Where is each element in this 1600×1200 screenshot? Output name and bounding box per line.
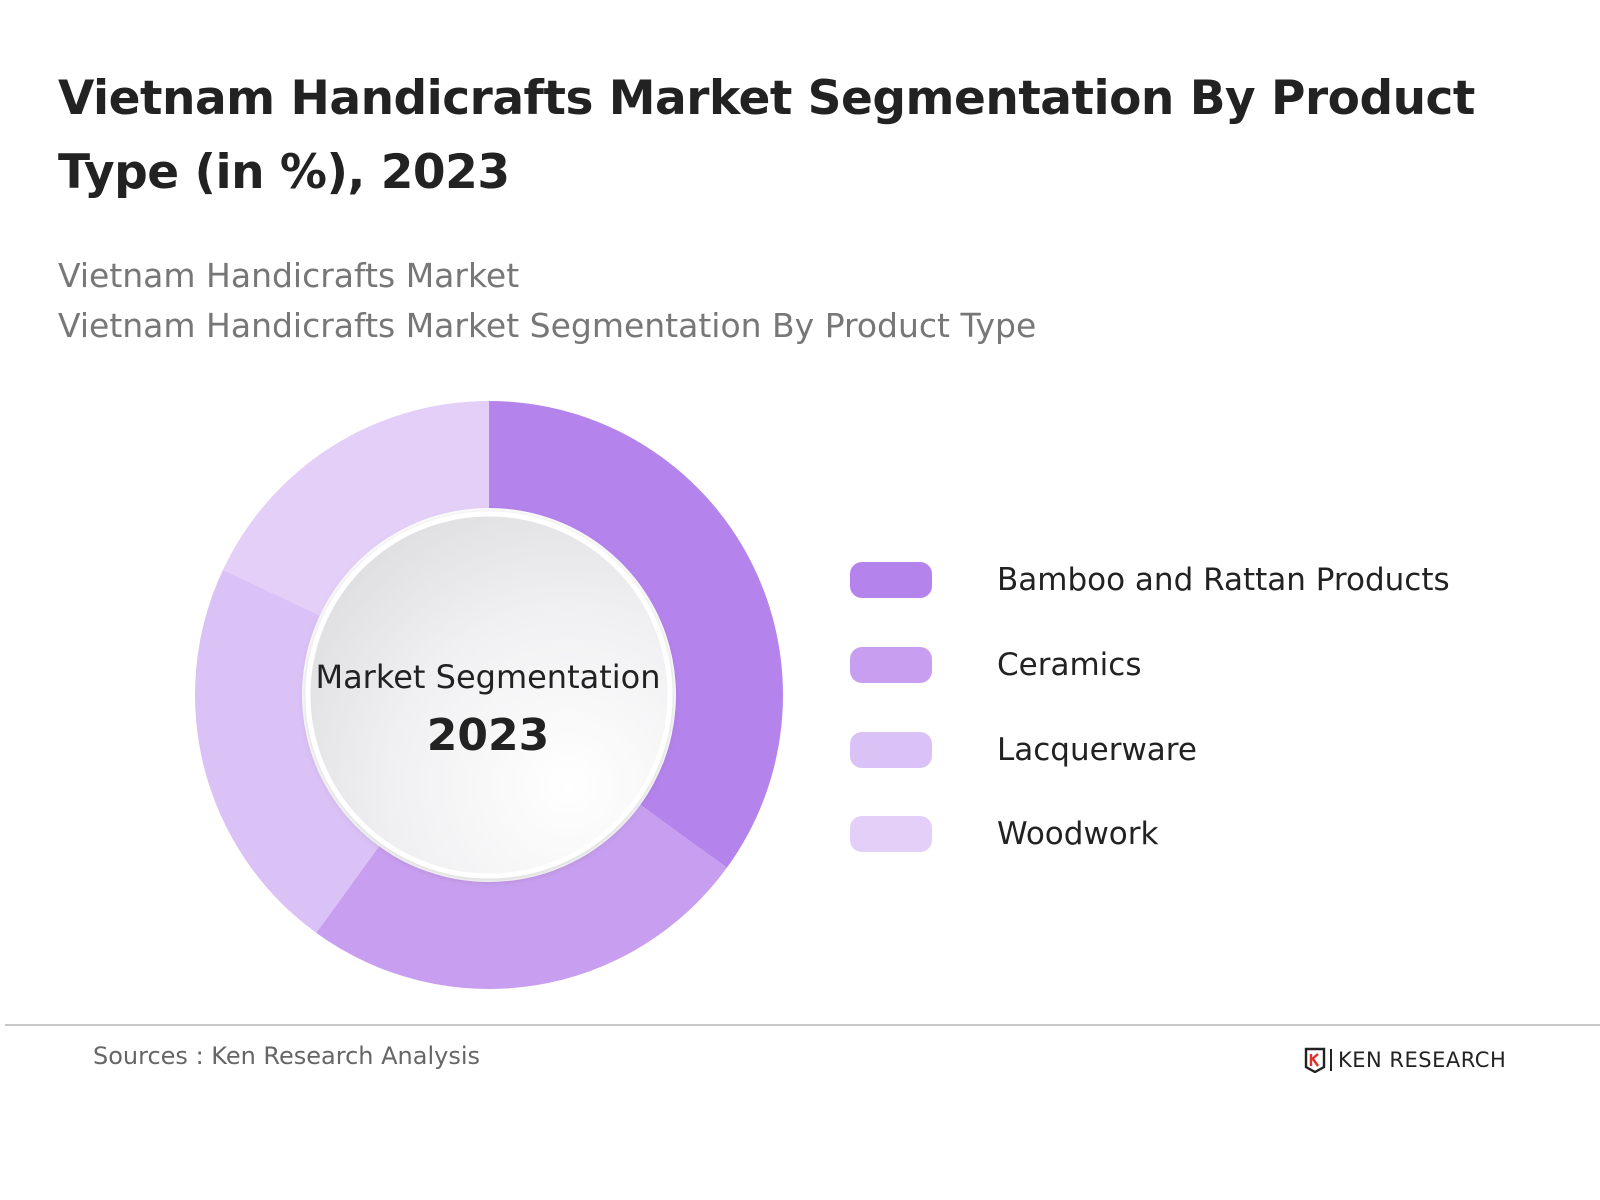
donut-slice-woodwork (222, 401, 490, 616)
subtitle-market: Vietnam Handicrafts Market (58, 256, 520, 295)
center-label: Market Segmentation (315, 658, 661, 696)
logo-separator (1330, 1049, 1332, 1071)
brand-name: KEN RESEARCH (1338, 1048, 1507, 1072)
legend-swatch (850, 562, 932, 598)
center-year: 2023 (426, 710, 550, 761)
legend-swatch (850, 647, 932, 683)
legend-item-bamboo-rattan: Bamboo and Rattan Products (850, 560, 1550, 600)
ken-research-k-logo-icon (1304, 1047, 1326, 1073)
legend-swatch (850, 816, 932, 852)
donut-center-disc (305, 511, 673, 879)
source-note: Sources : Ken Research Analysis (93, 1042, 481, 1070)
donut-slices (194, 401, 783, 989)
donut-slice-bamboo-and-rattan-products (489, 401, 783, 868)
legend-swatch (850, 732, 932, 768)
footer-divider (5, 1024, 1600, 1026)
legend-item-lacquerware: Lacquerware (850, 730, 1550, 770)
donut-chart (194, 401, 783, 989)
chart-title: Vietnam Handicrafts Market Segmentation … (58, 71, 1475, 200)
legend-label: Lacquerware (997, 732, 1197, 768)
legend-label: Woodwork (997, 816, 1159, 852)
legend-item-ceramics: Ceramics (850, 645, 1550, 685)
legend-label: Bamboo and Rattan Products (997, 562, 1450, 598)
legend-item-woodwork: Woodwork (850, 814, 1550, 854)
subtitle-segmentation: Vietnam Handicrafts Market Segmentation … (58, 306, 1037, 345)
brand-logo: KEN RESEARCH (1304, 1046, 1506, 1074)
donut-slice-ceramics (316, 804, 727, 989)
donut-slice-lacquerware (194, 569, 380, 933)
legend-label: Ceramics (997, 647, 1142, 683)
